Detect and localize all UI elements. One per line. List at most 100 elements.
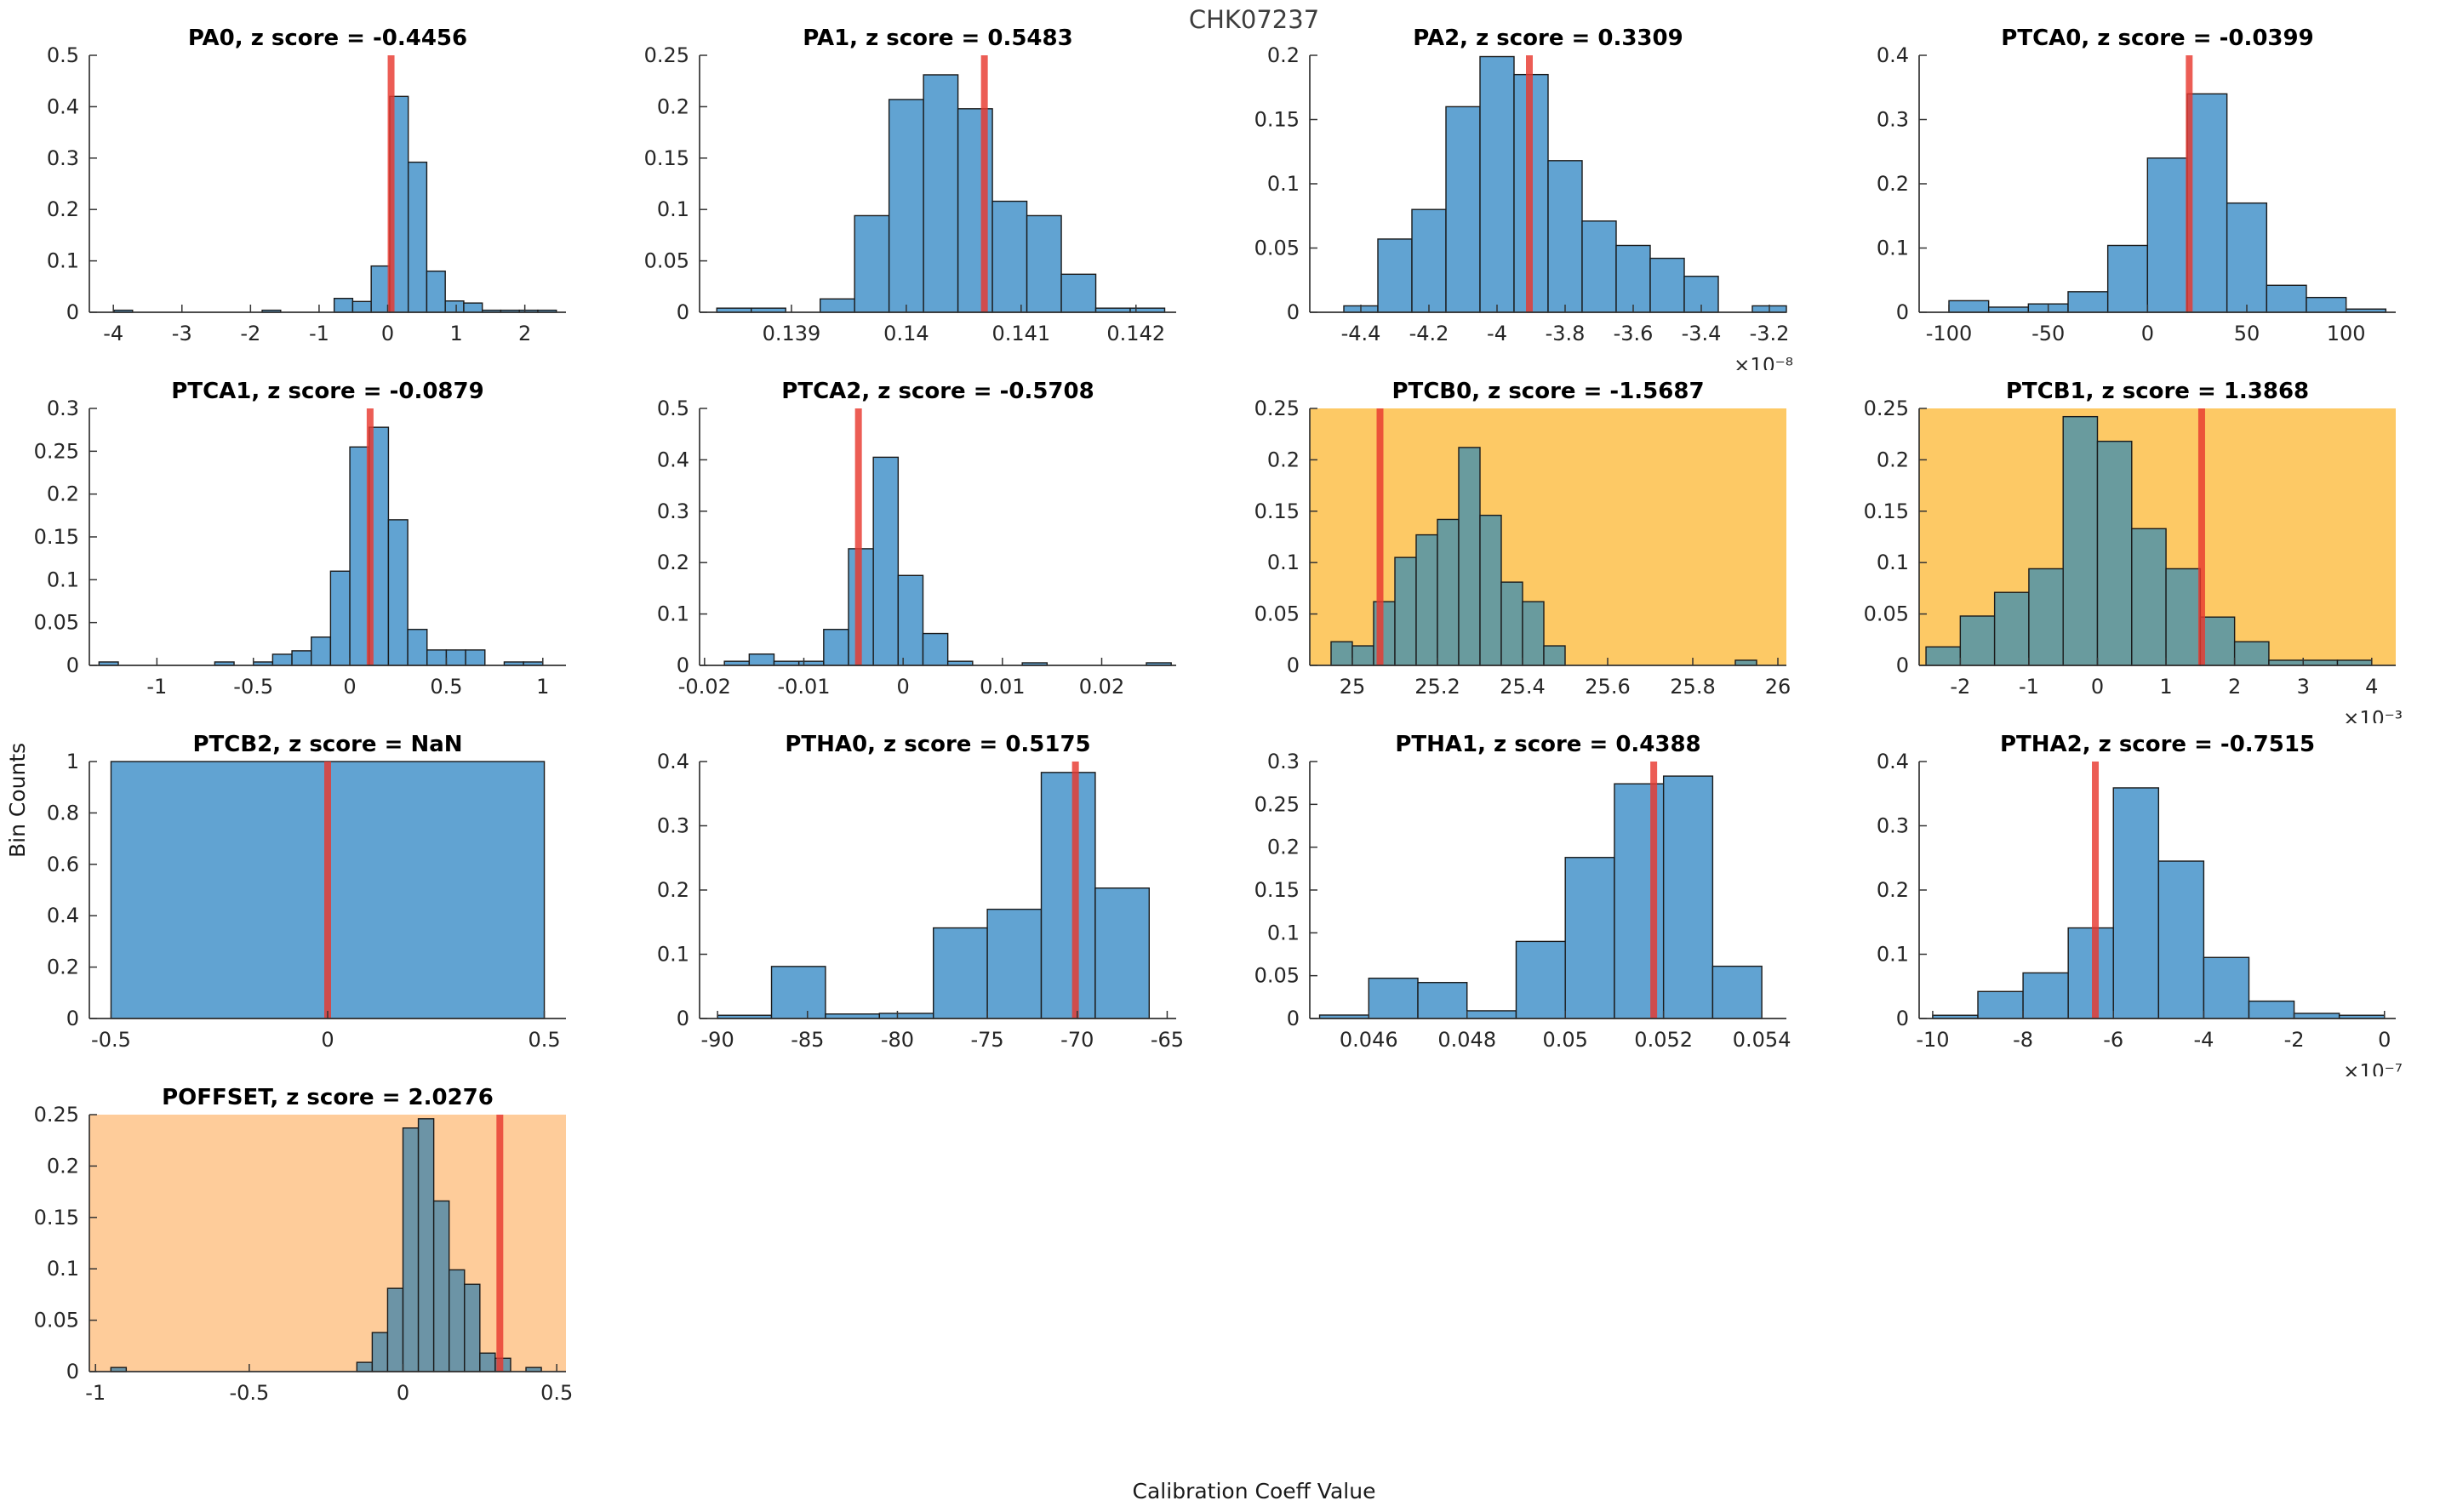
subplot-title: PA1, z score = 0.5483 xyxy=(803,26,1073,51)
x-tick-label: -70 xyxy=(1060,1028,1094,1052)
histogram-bar xyxy=(1993,591,2030,666)
histogram-bar xyxy=(449,1269,466,1372)
histogram-bars xyxy=(110,1118,542,1372)
x-tick-label: 25.8 xyxy=(1670,675,1715,699)
x-tick-label: -4.2 xyxy=(1409,322,1449,345)
x-tick-label: 0.5 xyxy=(540,1381,573,1405)
x-tick-label: 0.142 xyxy=(1106,322,1165,345)
x-tick-label: 0 xyxy=(321,1028,334,1052)
x-tick-label: -0.5 xyxy=(233,675,273,699)
x-tick-label: 25.2 xyxy=(1414,675,1460,699)
y-tick-label: 0.2 xyxy=(1267,836,1300,859)
subplot-title: PTCA0, z score = -0.0399 xyxy=(2001,26,2314,51)
y-tick-label: 0.1 xyxy=(1267,551,1300,574)
histogram-bar xyxy=(888,99,924,313)
histogram-bar xyxy=(2203,956,2250,1019)
histogram-bar xyxy=(445,649,466,666)
y-tick-label: 0.1 xyxy=(657,602,689,626)
histogram-bars xyxy=(1948,93,2387,313)
y-tick-label: 0 xyxy=(1287,653,1300,677)
x-tick-label: 2 xyxy=(2228,675,2241,699)
subplot-title: PA0, z score = -0.4456 xyxy=(187,26,468,51)
y-tick-label: 0.1 xyxy=(657,197,689,221)
histogram-bar xyxy=(923,74,959,313)
y-tick-label: 0.25 xyxy=(34,1103,79,1127)
y-tick-label: 0.2 xyxy=(657,878,689,902)
histogram-bar xyxy=(819,298,855,313)
tick-labels: -10 -8 -6 -4 -2 0 0 0.1 0.2 0.3 0.4 xyxy=(1877,750,2391,1052)
x-tick-label: 1 xyxy=(2159,675,2172,699)
x-tick-label: -85 xyxy=(791,1028,824,1052)
y-tick-label: 0.5 xyxy=(657,397,689,420)
axes xyxy=(1309,408,1786,666)
histogram-canvas-ptcb0: 25 25.2 25.4 25.6 25.8 26 0 0.05 0.1 0.15 0.2 0.25 xyxy=(1254,397,1791,699)
histogram-bar xyxy=(2226,202,2268,313)
histogram-bar xyxy=(1417,982,1468,1019)
y-tick-label: 0.3 xyxy=(657,814,689,838)
histogram-bar xyxy=(2306,296,2347,313)
x-tick-label: 2 xyxy=(518,322,531,345)
y-tick-label: 0.1 xyxy=(47,1257,79,1281)
x-tick-label: -75 xyxy=(971,1028,1004,1052)
histogram-bar xyxy=(1415,533,1438,666)
y-tick-label: 0.1 xyxy=(657,943,689,967)
tick-labels: -0.5 0 0.5 0 0.2 0.4 0.6 0.8 1 xyxy=(47,750,561,1052)
subplot-title: POFFSET, z score = 2.0276 xyxy=(162,1085,494,1110)
axes xyxy=(1918,54,2396,313)
y-tick-label: 0.3 xyxy=(1267,750,1300,773)
histogram-bar xyxy=(349,446,370,666)
histogram-bar xyxy=(2067,291,2109,313)
x-tick-label: -6 xyxy=(2103,1028,2123,1052)
y-tick-label: 0.05 xyxy=(34,1309,79,1332)
histogram-bar xyxy=(2028,568,2064,666)
y-tick-label: 0.05 xyxy=(1864,602,1909,626)
histogram-bar xyxy=(2186,93,2228,313)
histogram-bar xyxy=(1060,273,1097,313)
y-tick-label: 0.3 xyxy=(1877,814,1909,838)
tick-labels: 0.139 0.14 0.141 0.142 0 0.05 0.1 0.15 0.2 0.25 xyxy=(644,43,1166,345)
y-tick-label: 0 xyxy=(66,1360,79,1384)
y-tick-label: 0.25 xyxy=(1254,792,1300,816)
subplot-title: PTHA2, z score = -0.7515 xyxy=(1999,732,2316,757)
x-tick-label: 0.046 xyxy=(1340,1028,1398,1052)
histogram-bar xyxy=(1547,160,1583,313)
x-tick-label: -50 xyxy=(2031,322,2065,345)
tick-labels: -0.02 -0.01 0 0.01 0.02 0 0.1 0.2 0.3 0.4 0.5 xyxy=(657,397,1124,699)
histogram-bar xyxy=(1026,214,1062,313)
histogram-bar xyxy=(2022,972,2069,1019)
histogram-bar xyxy=(1377,238,1413,313)
histogram-bar xyxy=(2157,860,2205,1019)
histogram-bar xyxy=(426,270,446,313)
x-tick-label: 25.4 xyxy=(1500,675,1545,699)
x-tick-label: -4 xyxy=(1487,322,1507,345)
histogram-bar xyxy=(2268,659,2304,666)
histogram-bar xyxy=(1351,645,1374,666)
subplot-title: PTHA0, z score = 0.5175 xyxy=(785,732,1091,757)
y-tick-label: 0.05 xyxy=(1254,964,1300,988)
histogram-bar xyxy=(1948,300,1990,313)
histogram-bar xyxy=(291,650,312,666)
histogram-bar xyxy=(1977,990,2024,1019)
x-tick-label: 0.052 xyxy=(1634,1028,1693,1052)
y-tick-label: 0.15 xyxy=(644,146,689,170)
figure-title: CHK07237 xyxy=(1188,5,1320,34)
histogram-bar xyxy=(933,927,988,1019)
histogram-bar xyxy=(878,1013,934,1019)
y-tick-label: 0.4 xyxy=(47,94,79,118)
axes xyxy=(89,761,566,1019)
histogram-bar xyxy=(1479,514,1502,666)
y-tick-label: 0.2 xyxy=(47,482,79,506)
histogram-canvas-ptha0: -90 -85 -80 -75 -70 -65 0 0.1 0.2 0.3 0.4 xyxy=(657,750,1184,1052)
y-tick-label: 0.5 xyxy=(47,43,79,67)
histogram-canvas-ptca1: -1 -0.5 0 0.5 1 0 0.05 0.1 0.15 0.2 0.25 0.3 xyxy=(34,397,566,699)
subplot-title: PTCB0, z score = -1.5687 xyxy=(1391,379,1705,404)
y-tick-label: 0 xyxy=(66,653,79,677)
y-tick-label: 0.2 xyxy=(47,956,79,979)
axes xyxy=(1918,761,2396,1019)
x-tick-label: -2 xyxy=(1950,675,1970,699)
x-tick-label: 0.048 xyxy=(1437,1028,1496,1052)
histogram-canvas-poffset: -1 -0.5 0 0.5 0 0.05 0.1 0.15 0.2 0.25 xyxy=(34,1103,574,1405)
x-tick-label: -8 xyxy=(2013,1028,2033,1052)
histogram-bar xyxy=(1522,601,1545,666)
